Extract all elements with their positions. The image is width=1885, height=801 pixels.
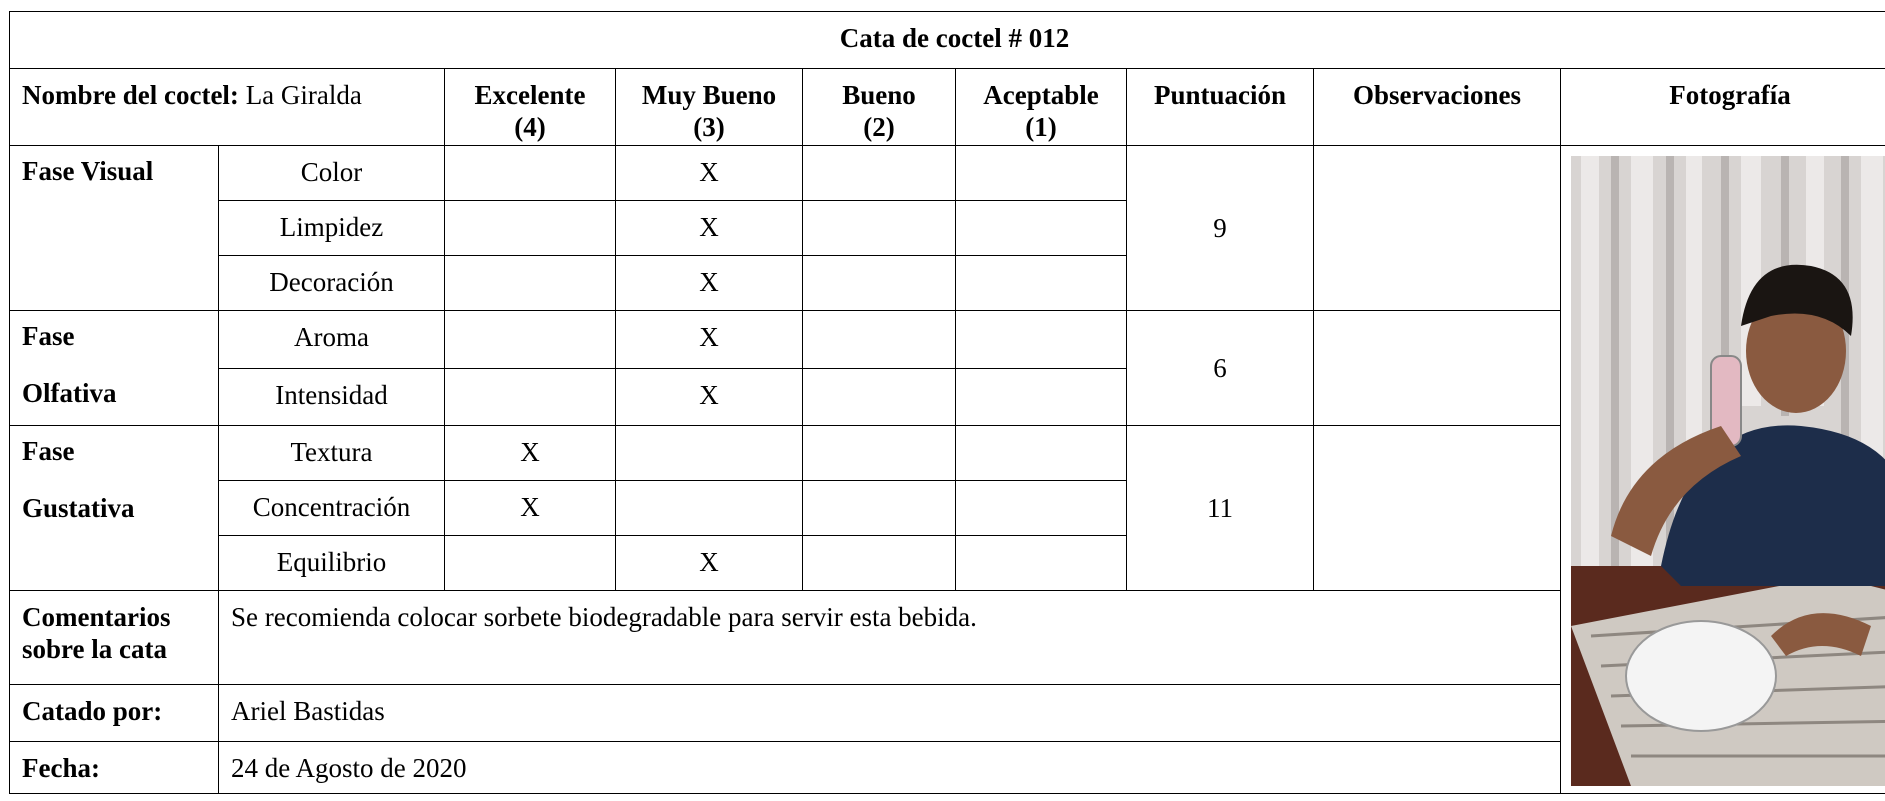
rating-cell — [802, 145, 956, 201]
criterion: Concentración — [218, 480, 445, 536]
rating-cell — [955, 255, 1127, 311]
rating-cell — [955, 535, 1127, 591]
table-body: Cata de coctel # 012 Nombre del coctel: L… — [8, 11, 1885, 794]
rating-score: (4) — [514, 112, 546, 142]
table-row: Intensidad X — [10, 367, 1885, 426]
rating-cell — [802, 425, 956, 481]
footer-label: Catado por: — [9, 684, 219, 742]
rating-cell — [802, 480, 956, 536]
rating-score: (2) — [863, 112, 895, 142]
cocktail-name-label: Nombre del coctel: — [22, 80, 239, 110]
rating-cell — [955, 480, 1127, 536]
photo-cell — [1559, 145, 1885, 794]
cocktail-name-cell: Nombre del coctel: La Giralda — [9, 68, 445, 146]
criterion: Equilibrio — [218, 535, 445, 591]
footer-label: Fecha: — [9, 741, 219, 794]
rating-cell: X — [615, 310, 803, 369]
rating-cell — [444, 310, 616, 369]
phase-name: Fase Olfativa — [9, 310, 219, 426]
rating-cell — [444, 535, 616, 591]
phase-score: 6 — [1126, 310, 1314, 426]
rating-cell — [802, 255, 956, 311]
rating-cell — [955, 367, 1127, 426]
table-row: Equilibrio X — [10, 535, 1885, 591]
footer-value: Se recomienda colocar sorbete biodegrada… — [218, 590, 1561, 685]
rating-header: Muy Bueno (3) — [615, 68, 803, 146]
phase-score: 9 — [1126, 145, 1314, 311]
rating-cell: X — [444, 425, 616, 481]
rating-cell — [444, 145, 616, 201]
rating-cell — [444, 367, 616, 426]
criterion: Color — [218, 145, 445, 201]
rating-cell: X — [615, 255, 803, 311]
phase-score: 11 — [1126, 425, 1314, 591]
phase-name-line: Fase — [22, 436, 75, 466]
rating-header: Bueno (2) — [802, 68, 956, 146]
footer-value: 24 de Agosto de 2020 — [218, 741, 1561, 794]
score-header: Puntuación — [1126, 68, 1314, 146]
table-row: Concentración X — [10, 480, 1885, 536]
photo-header: Fotografía — [1559, 68, 1885, 146]
table-row: Cata de coctel # 012 — [8, 11, 1885, 69]
observations-cell — [1313, 425, 1561, 591]
criterion: Limpidez — [218, 200, 445, 256]
rating-cell — [615, 425, 803, 481]
rating-cell — [802, 367, 956, 426]
footer-label: Comentarios sobre la cata — [9, 590, 219, 685]
rating-label: Muy Bueno — [641, 80, 777, 110]
rating-label: Aceptable — [983, 80, 1099, 110]
rating-cell — [444, 255, 616, 311]
sheet-title: Cata de coctel # 012 — [8, 11, 1885, 69]
rating-cell — [802, 310, 956, 369]
phase-name-line: Fase Visual — [22, 156, 154, 186]
rating-cell — [955, 200, 1127, 256]
observations-cell — [1313, 145, 1561, 311]
phase-name-line: Gustativa — [22, 493, 135, 523]
rating-label: Bueno — [842, 80, 916, 110]
observations-header: Observaciones — [1313, 68, 1561, 146]
rating-cell: X — [615, 145, 803, 201]
phase-name-line: Olfativa — [22, 378, 117, 408]
photo — [1571, 156, 1885, 786]
rating-cell — [444, 200, 616, 256]
criterion: Aroma — [218, 310, 445, 369]
rating-label: Excelente — [474, 80, 586, 110]
table-row: Comentarios sobre la cata Se recomienda c… — [9, 590, 1885, 685]
rating-cell — [955, 145, 1127, 201]
table-row: Limpidez X — [10, 200, 1885, 256]
cocktail-name: La Giralda — [245, 80, 362, 110]
phase-name: Fase Gustativa — [9, 425, 219, 591]
footer-value: Ariel Bastidas — [218, 684, 1561, 742]
observations-cell — [1313, 310, 1561, 426]
rating-cell: X — [615, 200, 803, 256]
rating-cell — [802, 200, 956, 256]
rating-cell — [615, 480, 803, 536]
rating-score: (3) — [693, 112, 725, 142]
criterion: Textura — [218, 425, 445, 481]
table-row: Fase Visual Color X 9 — [9, 145, 1885, 794]
rating-cell: X — [615, 535, 803, 591]
rating-cell — [802, 535, 956, 591]
rating-header: Aceptable (1) — [955, 68, 1127, 146]
rating-cell — [955, 310, 1127, 369]
tasting-sheet: Cata de coctel # 012 Nombre del coctel: L… — [8, 11, 1885, 794]
rating-cell: X — [444, 480, 616, 536]
table-row: Fecha: 24 de Agosto de 2020 — [9, 741, 1885, 794]
rating-cell: X — [615, 367, 803, 426]
table-row: Nombre del coctel: La Giralda Excelente (4… — [9, 68, 1885, 146]
rating-header: Excelente (4) — [444, 68, 616, 146]
table-row: Decoración X — [10, 255, 1885, 311]
criterion: Decoración — [218, 255, 445, 311]
phase-name-line: Fase — [22, 321, 75, 351]
criterion: Intensidad — [218, 367, 445, 426]
phase-name: Fase Visual — [9, 145, 219, 311]
rating-cell — [955, 425, 1127, 481]
rating-score: (1) — [1025, 112, 1057, 142]
